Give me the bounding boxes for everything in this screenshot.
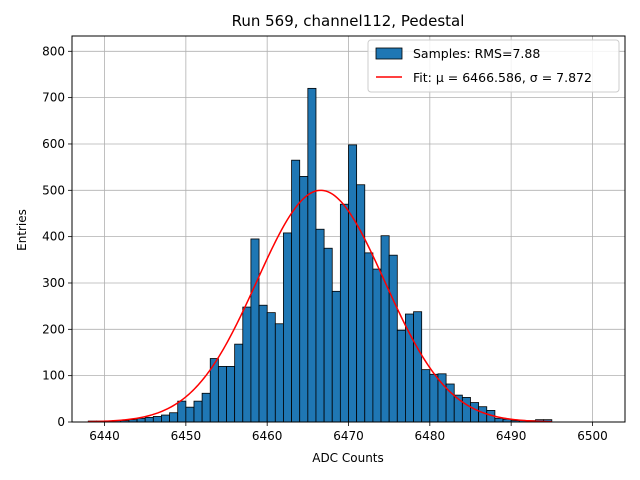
histogram-bars (87, 87, 553, 423)
histogram-bar (372, 268, 382, 423)
legend-entry-samples: Samples: RMS=7.88 (413, 46, 540, 61)
histogram-bar (364, 252, 374, 423)
histogram-bar (388, 254, 398, 423)
histogram-bar (396, 329, 406, 423)
histogram-bar (169, 412, 179, 423)
histogram-bar (291, 159, 301, 423)
histogram-bar (144, 416, 154, 423)
histogram-bar (356, 184, 366, 423)
histogram-bar (461, 397, 471, 423)
x-tick-label: 6460 (252, 429, 283, 443)
histogram-bar (478, 406, 488, 423)
x-tick-label: 6480 (415, 429, 446, 443)
histogram-bar (348, 144, 358, 423)
histogram-bar (470, 402, 480, 423)
x-axis-ticks: 6440 6450 6460 6470 6480 6490 6500 (89, 422, 608, 443)
histogram-bar (161, 414, 170, 423)
histogram-bar (136, 417, 146, 423)
y-tick-label: 800 (42, 44, 65, 58)
histogram-bar (413, 311, 423, 423)
x-tick-label: 6450 (171, 429, 202, 443)
y-tick-label: 600 (42, 137, 65, 151)
histogram-bar (266, 312, 276, 423)
histogram-bar (380, 235, 390, 423)
legend: Samples: RMS=7.88 Fit: μ = 6466.586, σ =… (367, 39, 620, 93)
histogram-bar (217, 365, 227, 423)
y-tick-label: 300 (42, 276, 65, 290)
histogram-bar (242, 306, 252, 423)
x-axis-label: ADC Counts (312, 451, 384, 465)
histogram-bar (185, 406, 195, 423)
histogram-bar (226, 365, 236, 423)
histogram-bar (307, 87, 317, 423)
x-tick-label: 6500 (577, 429, 608, 443)
x-tick-label: 6440 (89, 429, 120, 443)
histogram-bar (250, 238, 260, 423)
histogram-bar (339, 203, 349, 423)
y-axis-ticks: 0 100 200 300 400 500 600 700 800 (42, 44, 72, 429)
histogram-bar (234, 343, 244, 423)
histogram-bar (494, 417, 504, 423)
histogram-bar (421, 369, 431, 423)
histogram-bar (315, 228, 325, 423)
histogram-bar (274, 323, 284, 423)
y-tick-label: 0 (57, 415, 65, 429)
legend-entry-fit: Fit: μ = 6466.586, σ = 7.872 (413, 70, 592, 85)
y-tick-label: 700 (42, 91, 65, 105)
histogram-bar (331, 290, 341, 423)
y-tick-label: 400 (42, 230, 65, 244)
x-tick-label: 6470 (333, 429, 364, 443)
y-tick-label: 500 (42, 183, 65, 197)
histogram-bar (193, 400, 203, 423)
x-tick-label: 6490 (496, 429, 527, 443)
y-axis-label: Entries (15, 209, 29, 251)
legend-box (367, 39, 620, 93)
y-tick-label: 200 (42, 322, 65, 336)
histogram-bar (201, 392, 211, 423)
chart-title: Run 569, channel112, Pedestal (232, 12, 465, 30)
histogram-bar (152, 416, 162, 423)
histogram-bar (429, 373, 439, 423)
histogram-bar (405, 313, 414, 423)
y-tick-label: 100 (42, 369, 65, 383)
histogram-bar (258, 304, 268, 423)
fit-curve (88, 189, 552, 423)
legend-bar-swatch (375, 47, 403, 60)
histogram-bar (323, 247, 333, 423)
histogram-bar (283, 232, 292, 423)
histogram-bar (299, 176, 309, 423)
histogram-bar (177, 400, 187, 423)
